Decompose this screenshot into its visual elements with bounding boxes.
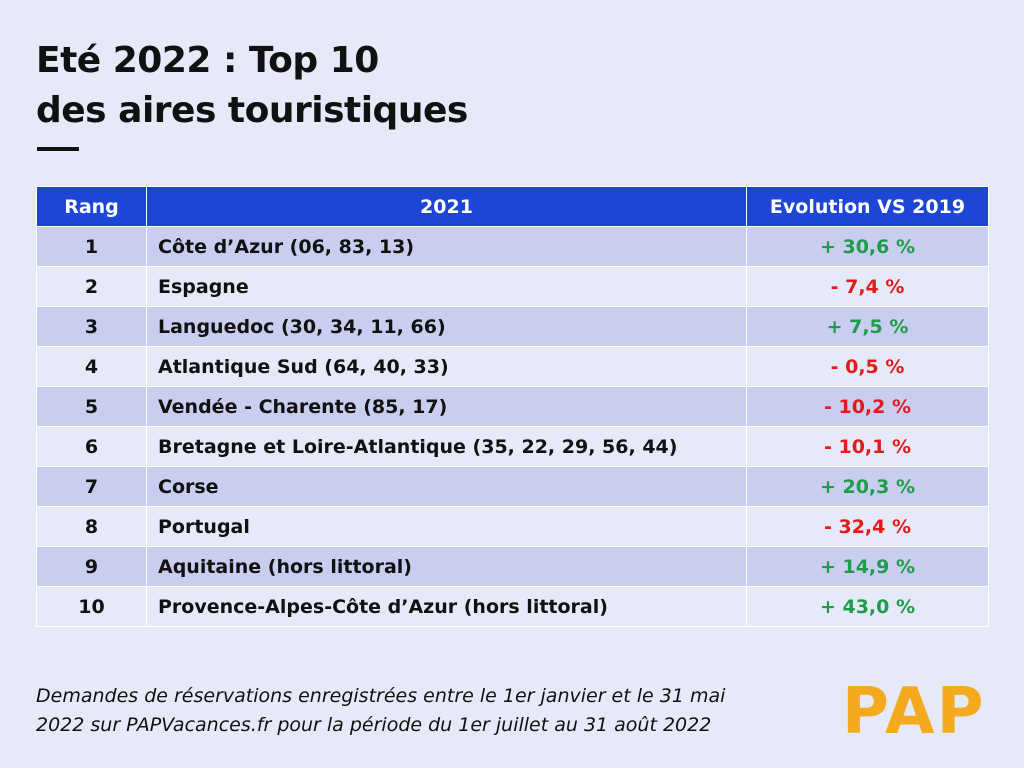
evolution-cell: + 7,5 % <box>746 306 989 347</box>
header-rank: Rang <box>36 186 147 227</box>
table-row: 7 Corse + 20,3 % <box>36 466 989 507</box>
header-evolution: Evolution VS 2019 <box>746 186 989 227</box>
rank-cell: 3 <box>36 306 147 347</box>
page-title: Eté 2022 : Top 10 des aires touristiques <box>36 36 468 136</box>
evolution-cell: - 7,4 % <box>746 266 989 307</box>
rank-cell: 6 <box>36 426 147 467</box>
table-row: 2 Espagne - 7,4 % <box>36 266 989 307</box>
area-cell: Bretagne et Loire-Atlantique (35, 22, 29… <box>146 426 747 467</box>
footnote-line-1: Demandes de réservations enregistrées en… <box>36 685 726 707</box>
area-cell: Provence-Alpes-Côte d’Azur (hors littora… <box>146 586 747 627</box>
table-header-row: Rang 2021 Evolution VS 2019 <box>36 186 989 227</box>
rank-cell: 5 <box>36 386 147 427</box>
area-cell: Languedoc (30, 34, 11, 66) <box>146 306 747 347</box>
table-row: 9 Aquitaine (hors littoral) + 14,9 % <box>36 546 989 587</box>
evolution-cell: + 20,3 % <box>746 466 989 507</box>
rank-cell: 4 <box>36 346 147 387</box>
ranking-table: Rang 2021 Evolution VS 2019 1 Côte d’Azur… <box>36 186 989 627</box>
evolution-cell: + 30,6 % <box>746 226 989 267</box>
evolution-cell: - 10,1 % <box>746 426 989 467</box>
footnote: Demandes de réservations enregistrées en… <box>36 682 725 740</box>
title-line-1: Eté 2022 : Top 10 <box>36 40 379 81</box>
table-row: 4 Atlantique Sud (64, 40, 33) - 0,5 % <box>36 346 989 387</box>
rank-cell: 8 <box>36 506 147 547</box>
pap-logo: PAP <box>842 675 986 749</box>
title-underline <box>37 147 79 151</box>
evolution-cell: - 0,5 % <box>746 346 989 387</box>
table-row: 10 Provence-Alpes-Côte d’Azur (hors litto… <box>36 586 989 627</box>
table-row: 8 Portugal - 32,4 % <box>36 506 989 547</box>
area-cell: Atlantique Sud (64, 40, 33) <box>146 346 747 387</box>
area-cell: Vendée - Charente (85, 17) <box>146 386 747 427</box>
area-cell: Portugal <box>146 506 747 547</box>
evolution-cell: - 32,4 % <box>746 506 989 547</box>
area-cell: Corse <box>146 466 747 507</box>
table-row: 1 Côte d’Azur (06, 83, 13) + 30,6 % <box>36 226 989 267</box>
table-body: 1 Côte d’Azur (06, 83, 13) + 30,6 % 2 Espagn… <box>36 226 989 627</box>
area-cell: Aquitaine (hors littoral) <box>146 546 747 587</box>
title-line-2: des aires touristiques <box>36 90 468 131</box>
rank-cell: 7 <box>36 466 147 507</box>
header-area: 2021 <box>146 186 747 227</box>
area-cell: Côte d’Azur (06, 83, 13) <box>146 226 747 267</box>
table-row: 5 Vendée - Charente (85, 17) - 10,2 % <box>36 386 989 427</box>
rank-cell: 1 <box>36 226 147 267</box>
evolution-cell: + 43,0 % <box>746 586 989 627</box>
evolution-cell: + 14,9 % <box>746 546 989 587</box>
area-cell: Espagne <box>146 266 747 307</box>
rank-cell: 9 <box>36 546 147 587</box>
rank-cell: 2 <box>36 266 147 307</box>
evolution-cell: - 10,2 % <box>746 386 989 427</box>
footnote-line-2: 2022 sur PAPVacances.fr pour la période … <box>36 714 712 736</box>
table-row: 3 Languedoc (30, 34, 11, 66) + 7,5 % <box>36 306 989 347</box>
table-row: 6 Bretagne et Loire-Atlantique (35, 22, 2… <box>36 426 989 467</box>
rank-cell: 10 <box>36 586 147 627</box>
